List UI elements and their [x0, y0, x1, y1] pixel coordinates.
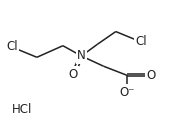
Text: O⁻: O⁻ — [119, 86, 135, 99]
Text: O: O — [68, 67, 78, 80]
Text: HCl: HCl — [12, 103, 32, 116]
Text: N: N — [77, 50, 86, 63]
Text: Cl: Cl — [135, 35, 147, 48]
Text: Cl: Cl — [6, 40, 18, 53]
Text: O: O — [146, 69, 156, 82]
